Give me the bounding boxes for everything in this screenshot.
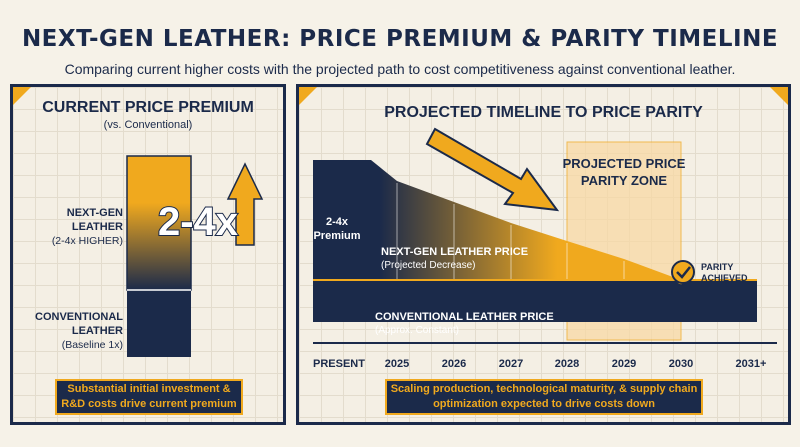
page-subtitle: Comparing current higher costs with the …: [64, 61, 736, 77]
zone-label-line2: PARITY ZONE: [581, 173, 668, 188]
right-panel-title: PROJECTED TIMELINE TO PRICE PARITY: [384, 104, 703, 121]
corner-accent: [13, 87, 31, 105]
next-gen-price-note: (Projected Decrease): [381, 260, 475, 271]
corner-accent: [770, 87, 788, 105]
next-gen-label-line2: LEATHER: [71, 221, 123, 233]
x-tick-label: PRESENT: [313, 358, 365, 370]
conv-price-note: (Approx. Constant): [375, 325, 459, 336]
zone-label-line1: PROJECTED PRICE: [563, 156, 686, 171]
premium-label-line2: Premium: [313, 230, 360, 242]
x-tick-label: 2026: [442, 358, 466, 370]
parity-timeline-panel: PROJECTED TIMELINE TO PRICE PARITY PRESE…: [296, 84, 791, 425]
next-gen-label-line1: NEXT-GEN: [66, 207, 123, 219]
up-arrow-icon: [226, 162, 264, 246]
right-callout: Scaling production, technological maturi…: [385, 379, 703, 415]
conv-label-line2: LEATHER: [71, 325, 123, 337]
decrease-arrow-icon: [425, 127, 560, 212]
next-gen-bar: [126, 155, 192, 291]
corner-accent: [299, 87, 317, 105]
parity-label-line1: PARITY: [701, 262, 733, 272]
x-tick-label: 2029: [612, 358, 636, 370]
conv-label-line1: CONVENTIONAL: [35, 311, 123, 323]
conventional-bar-label: CONVENTIONAL LEATHER (Baseline 1x): [21, 310, 123, 352]
x-tick-label: 2031+: [736, 358, 767, 370]
left-callout: Substantial initial investment & R&D cos…: [55, 379, 243, 415]
conv-price-label: CONVENTIONAL LEATHER PRICE: [375, 311, 554, 323]
left-panel-subtitle: (vs. Conventional): [103, 119, 193, 131]
parity-label-line2: ACHIEVED: [701, 273, 748, 283]
next-gen-label-line3: (2-4x HIGHER): [51, 235, 123, 247]
next-gen-price-label: NEXT-GEN LEATHER PRICE: [381, 246, 528, 258]
next-gen-bar-label: NEXT-GEN LEATHER (2-4x HIGHER): [21, 206, 123, 248]
x-tick-label: 2030: [669, 358, 693, 370]
parity-check-icon: [671, 260, 695, 284]
conventional-price-band: [313, 280, 757, 322]
conventional-bar: [127, 290, 191, 357]
x-tick-label: 2027: [499, 358, 523, 370]
premium-multiplier-label: 2-4x: [158, 200, 238, 244]
parity-timeline-chart: PRESENT 2025 2026 2027 2028 2029 2030 2031+ PRO…: [313, 127, 777, 370]
next-gen-price-area: [313, 160, 757, 286]
current-premium-panel: CURRENT PRICE PREMIUM (vs. Conventional)…: [10, 84, 286, 425]
conv-label-line3: (Baseline 1x): [61, 339, 123, 351]
x-tick-label: 2028: [555, 358, 579, 370]
premium-label-line1: 2-4x: [326, 216, 349, 228]
left-panel-title: CURRENT PRICE PREMIUM: [42, 99, 254, 116]
x-tick-label: 2025: [385, 358, 409, 370]
page-title: NEXT-GEN LEATHER: PRICE PREMIUM & PARITY…: [21, 26, 779, 52]
premium-bar-chart: 2-4x: [126, 155, 264, 357]
